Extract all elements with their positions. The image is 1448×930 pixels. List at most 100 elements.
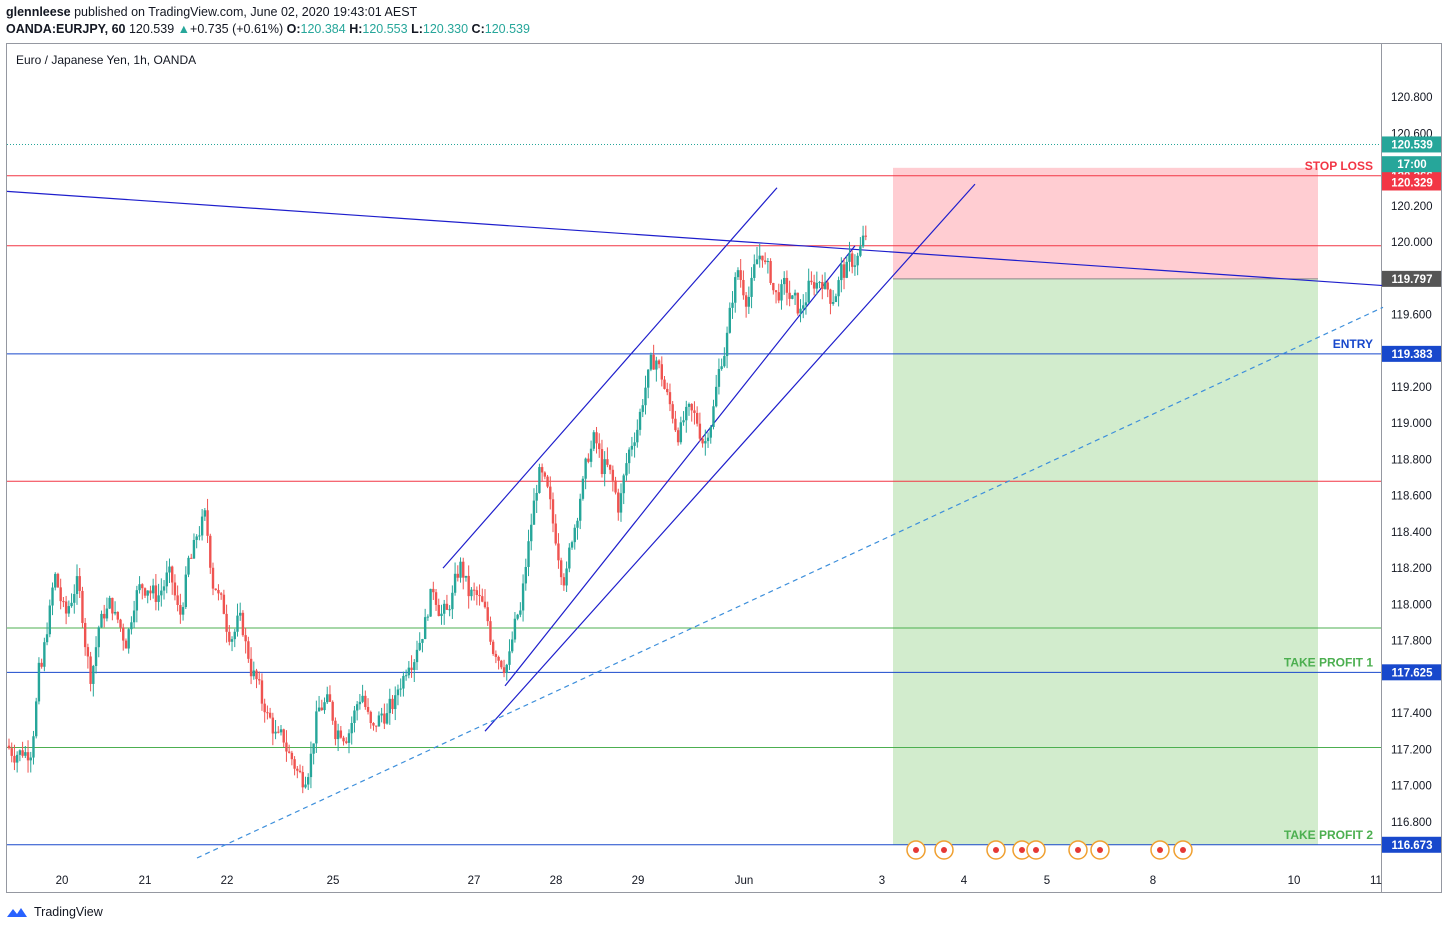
candle-body[interactable] (35, 701, 38, 737)
candle-body[interactable] (845, 261, 848, 278)
candle-body[interactable] (113, 611, 117, 614)
candle-body[interactable] (239, 612, 242, 616)
candle-body[interactable] (29, 757, 32, 761)
candle-body[interactable] (399, 688, 402, 690)
candle-body[interactable] (296, 768, 299, 771)
candle-body[interactable] (146, 590, 149, 596)
candle-body[interactable] (426, 616, 430, 618)
candle-body[interactable] (437, 604, 440, 617)
candle-body[interactable] (864, 235, 867, 237)
candle-body[interactable] (13, 755, 16, 763)
candle-body[interactable] (840, 264, 843, 281)
candle-body[interactable] (831, 302, 835, 304)
candle-body[interactable] (260, 680, 264, 704)
candle-body[interactable] (391, 698, 394, 710)
candle-body[interactable] (388, 698, 391, 714)
candle-body[interactable] (766, 261, 770, 263)
candle-body[interactable] (309, 753, 313, 778)
candle-body[interactable] (633, 442, 636, 446)
candle-body[interactable] (799, 308, 802, 314)
candle-body[interactable] (54, 573, 57, 588)
candle-body[interactable] (693, 410, 696, 413)
candle-body[interactable] (717, 369, 721, 387)
candle-body[interactable] (761, 255, 764, 261)
candle-body[interactable] (687, 403, 691, 407)
candle-body[interactable] (791, 295, 794, 299)
candle-body[interactable] (573, 527, 576, 543)
candle-body[interactable] (554, 523, 557, 544)
candle-body[interactable] (709, 427, 712, 438)
candle-body[interactable] (271, 717, 275, 734)
candle-body[interactable] (157, 595, 160, 602)
candle-body[interactable] (671, 404, 674, 419)
trendline[interactable] (442, 187, 778, 569)
candle-body[interactable] (472, 589, 476, 591)
candle-body[interactable] (557, 543, 560, 561)
publisher-name[interactable]: glennleese (6, 5, 71, 19)
candle-body[interactable] (704, 441, 707, 444)
candle-body[interactable] (179, 604, 182, 615)
candle-body[interactable] (491, 641, 495, 654)
candle-body[interactable] (796, 292, 799, 314)
candle-body[interactable] (769, 261, 772, 283)
candle-body[interactable] (320, 707, 323, 711)
candle-body[interactable] (394, 695, 397, 710)
candle-body[interactable] (565, 568, 568, 586)
candle-body[interactable] (236, 615, 239, 632)
candle-body[interactable] (521, 583, 525, 611)
candle-body[interactable] (837, 280, 840, 297)
candle-body[interactable] (647, 369, 650, 388)
candle-body[interactable] (184, 574, 187, 608)
candle-body[interactable] (336, 730, 340, 740)
candle-body[interactable] (244, 635, 247, 642)
candle-body[interactable] (777, 292, 780, 301)
candle-body[interactable] (818, 282, 821, 284)
candle-body[interactable] (783, 277, 786, 285)
candle-body[interactable] (195, 536, 198, 540)
candle-body[interactable] (617, 492, 620, 513)
candle-body[interactable] (636, 429, 639, 443)
candle-body[interactable] (619, 493, 623, 513)
candle-body[interactable] (747, 296, 751, 307)
candle-body[interactable] (105, 608, 109, 619)
candle-body[interactable] (154, 585, 158, 602)
candle-body[interactable] (432, 588, 435, 593)
candle-body[interactable] (18, 750, 22, 755)
candle-body[interactable] (32, 736, 35, 758)
candle-body[interactable] (859, 246, 862, 256)
candle-body[interactable] (543, 472, 547, 477)
candle-body[interactable] (111, 597, 114, 614)
candle-body[interactable] (638, 411, 642, 430)
candle-body[interactable] (404, 675, 408, 677)
candle-body[interactable] (279, 729, 283, 733)
candle-body[interactable] (600, 449, 604, 475)
candle-body[interactable] (162, 586, 166, 591)
candle-body[interactable] (598, 443, 601, 450)
candle-body[interactable] (802, 305, 805, 309)
candle-body[interactable] (614, 480, 617, 493)
candle-body[interactable] (48, 605, 51, 635)
candle-body[interactable] (347, 733, 351, 743)
candle-body[interactable] (43, 642, 46, 667)
candle-body[interactable] (655, 360, 658, 370)
candle-body[interactable] (674, 418, 677, 431)
candle-body[interactable] (214, 588, 217, 590)
candle-body[interactable] (592, 432, 595, 449)
candle-body[interactable] (641, 405, 644, 412)
candle-body[interactable] (445, 603, 449, 610)
candle-body[interactable] (758, 255, 761, 260)
candle-body[interactable] (804, 302, 808, 306)
candle-body[interactable] (535, 492, 538, 501)
candle-body[interactable] (94, 647, 98, 667)
candle-body[interactable] (731, 302, 734, 308)
candle-body[interactable] (546, 476, 549, 487)
stop-loss-zone[interactable] (893, 167, 1318, 279)
candle-body[interactable] (584, 458, 587, 479)
candle-body[interactable] (122, 627, 125, 641)
candle-body[interactable] (527, 541, 530, 567)
candle-body[interactable] (301, 772, 304, 788)
candle-body[interactable] (209, 535, 212, 568)
trendline[interactable] (6, 190, 1384, 287)
candle-body[interactable] (785, 277, 789, 293)
candle-body[interactable] (62, 601, 65, 603)
